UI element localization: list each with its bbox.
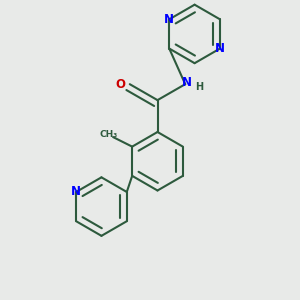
Text: N: N [215,42,225,55]
Text: N: N [71,185,81,199]
Text: N: N [182,76,192,89]
Text: N: N [164,13,174,26]
Text: O: O [116,78,125,91]
Text: CH₃: CH₃ [99,130,118,139]
Text: H: H [195,82,203,92]
